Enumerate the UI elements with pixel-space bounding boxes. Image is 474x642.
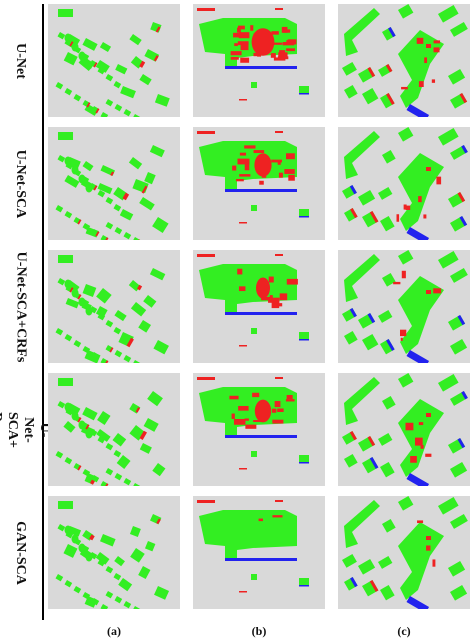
segmentation-panel	[338, 250, 470, 363]
segmentation-map-image	[197, 377, 309, 470]
segmentation-panel	[338, 127, 470, 240]
row-label-gan-sca: GAN-SCA	[13, 520, 28, 585]
segmentation-map-image	[197, 500, 309, 593]
row-label-unet-sca-crfs: U-Net-SCA+CRFs	[13, 251, 29, 362]
segmentation-panel	[193, 127, 325, 240]
segmentation-map-image	[197, 8, 309, 101]
segmentation-map-image	[55, 378, 166, 486]
row-label-unet-sca-reuse: U-Net-SCA+ Reuse	[0, 411, 52, 448]
segmentation-panel	[48, 4, 180, 117]
column-label-b: (b)	[251, 624, 267, 638]
row-label-unet: U-Net	[12, 42, 28, 79]
row-label-unet-sca: U-Net-SCA	[13, 149, 28, 218]
segmentation-map-image	[55, 132, 169, 240]
segmentation-map-image	[55, 9, 170, 117]
segmentation-panel	[338, 4, 470, 117]
segmentation-panel	[193, 496, 325, 609]
segmentation-map-image	[342, 496, 468, 609]
segmentation-panel	[48, 496, 180, 609]
segmentation-panel	[48, 373, 180, 486]
segmentation-panel	[48, 250, 180, 363]
divider-line	[42, 4, 44, 620]
segmentation-panel	[338, 373, 470, 486]
column-label-a: (a)	[107, 624, 121, 638]
segmentation-map-image	[342, 4, 468, 117]
segmentation-map-image	[55, 255, 169, 363]
segmentation-map-image	[342, 373, 468, 486]
segmentation-panel	[193, 373, 325, 486]
segmentation-panel	[338, 496, 470, 609]
segmentation-map-image	[342, 250, 468, 363]
segmentation-map-image	[342, 127, 468, 240]
segmentation-panel	[193, 250, 325, 363]
segmentation-panel	[193, 4, 325, 117]
column-label-c: (c)	[397, 624, 411, 638]
segmentation-map-image	[197, 254, 309, 347]
segmentation-panel	[48, 127, 180, 240]
segmentation-map-image	[197, 131, 309, 224]
segmentation-map-image	[55, 501, 170, 609]
